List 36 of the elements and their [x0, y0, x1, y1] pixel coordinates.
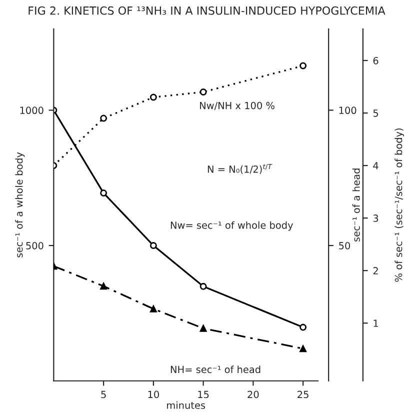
point	[200, 282, 207, 290]
point	[100, 114, 108, 122]
y-tick-label: 1000	[20, 106, 44, 114]
point	[100, 282, 108, 290]
y3-tick-label: 4	[373, 162, 378, 170]
x-tick-label: 10	[148, 390, 159, 398]
y3-tick-label: 6	[373, 56, 378, 64]
point	[300, 62, 307, 70]
annotation: Nw/NH x 100 %	[200, 102, 274, 110]
annotation: N = N₀(1/2)$^{t/T}$	[208, 164, 272, 174]
y2-tick-label: 50	[339, 242, 350, 250]
y-tick-label: 500	[26, 242, 44, 250]
x-tick-label: 15	[198, 390, 209, 398]
point	[150, 94, 157, 101]
x-tick-label: 25	[298, 390, 308, 398]
point	[150, 242, 157, 250]
x-tick-label: 20	[248, 390, 259, 398]
x-axis-title: minutes	[167, 401, 206, 409]
y3-tick-label: 3	[373, 214, 378, 222]
point	[300, 324, 307, 331]
point	[300, 345, 307, 352]
y-axis-title: sec⁻¹ of a whole body	[15, 152, 25, 258]
annotation: NH= sec⁻¹ of head	[170, 366, 260, 374]
y3-tick-label: 5	[373, 110, 378, 117]
x-tick-label: 5	[101, 390, 106, 398]
y2-axis-title: sec⁻¹ of a head	[352, 168, 360, 242]
point	[200, 324, 207, 332]
point	[150, 305, 157, 312]
y3-tick-label: 2	[373, 267, 378, 274]
point	[200, 88, 207, 96]
y2-tick-label: 100	[339, 106, 356, 114]
y3-axis-title: % of sec⁻¹ (sec⁻¹/sec⁻¹ of body)	[394, 128, 404, 282]
annotation: Nw= sec⁻¹ of whole body	[170, 221, 294, 231]
chart-title: FIG 2. KINETICS OF ¹³NH₃ IN A INSULIN-INDUCED HYPOGLYCEMIA	[28, 6, 386, 15]
y3-tick-label: 1	[374, 320, 378, 327]
point	[100, 190, 108, 196]
